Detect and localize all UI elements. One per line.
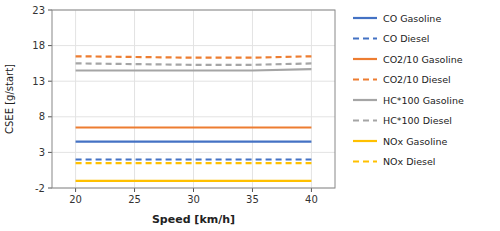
y-tick xyxy=(48,81,52,82)
x-tick xyxy=(134,188,135,192)
x-tick-label: 35 xyxy=(246,194,259,205)
grid xyxy=(52,10,335,188)
axes: 20 25 30 35 40 -2 3 8 13 18 23 xyxy=(32,5,335,206)
x-grid-line xyxy=(134,10,135,188)
y-tick xyxy=(48,152,52,153)
series-line xyxy=(76,180,312,182)
series-line xyxy=(76,63,312,64)
legend-swatch xyxy=(353,78,377,80)
series-line xyxy=(76,126,312,128)
x-tick-label: 40 xyxy=(305,194,318,205)
y-grid-line xyxy=(52,116,335,117)
legend-label: CO Gasoline xyxy=(383,13,441,24)
series-line xyxy=(76,69,312,70)
legend-label: NOx Gasoline xyxy=(383,136,447,147)
y-tick-label: 3 xyxy=(39,147,45,158)
series-line xyxy=(76,56,312,57)
y-tick xyxy=(48,116,52,117)
legend-label: HC*100 Diesel xyxy=(383,115,452,126)
x-tick xyxy=(252,188,253,192)
y-tick-label: -2 xyxy=(35,183,45,194)
series-line xyxy=(76,158,312,160)
legend-label: CO2/10 Gasoline xyxy=(383,54,463,65)
legend-swatch xyxy=(353,17,377,19)
y-tick-label: 8 xyxy=(39,111,45,122)
x-grid-line xyxy=(75,10,76,188)
series-line xyxy=(76,141,312,143)
y-tick-label: 23 xyxy=(32,5,45,16)
legend-label: CO Diesel xyxy=(383,33,429,44)
legend-swatch xyxy=(353,160,377,162)
plot-frame xyxy=(52,10,335,188)
legend-swatch xyxy=(353,37,377,39)
y-grid-line xyxy=(52,45,335,46)
y-tick xyxy=(48,188,52,189)
legend-swatch xyxy=(353,99,377,101)
y-grid-line xyxy=(52,152,335,153)
y-tick xyxy=(48,45,52,46)
legend-swatch xyxy=(353,119,377,121)
y-tick-label: 13 xyxy=(32,76,45,87)
x-tick xyxy=(311,188,312,192)
y-axis-label: CSEE [g/start] xyxy=(4,64,15,134)
y-tick-label: 18 xyxy=(32,40,45,51)
x-grid-line xyxy=(193,10,194,188)
x-tick xyxy=(193,188,194,192)
legend-swatch xyxy=(353,58,377,60)
series-line xyxy=(76,162,312,164)
legend-label: CO2/10 Diesel xyxy=(383,74,451,85)
x-grid-line xyxy=(311,10,312,188)
x-tick-label: 20 xyxy=(69,194,82,205)
legend-label: NOx Diesel xyxy=(383,156,435,167)
x-grid-line xyxy=(252,10,253,188)
legend-swatch xyxy=(353,140,377,142)
x-tick xyxy=(75,188,76,192)
legend-label: HC*100 Gasoline xyxy=(383,95,464,106)
x-tick-label: 30 xyxy=(187,194,200,205)
y-grid-line xyxy=(52,81,335,82)
series-lines xyxy=(76,56,312,181)
x-axis-label: Speed [km/h] xyxy=(152,213,235,226)
legend: CO Gasoline CO Diesel CO2/10 Gasoline CO2/1… xyxy=(353,13,464,168)
y-tick xyxy=(48,10,52,11)
chart: 20 25 30 35 40 -2 3 8 13 18 23 Speed [km/h] CSEE [g/… xyxy=(0,0,500,231)
x-tick-label: 25 xyxy=(128,194,141,205)
